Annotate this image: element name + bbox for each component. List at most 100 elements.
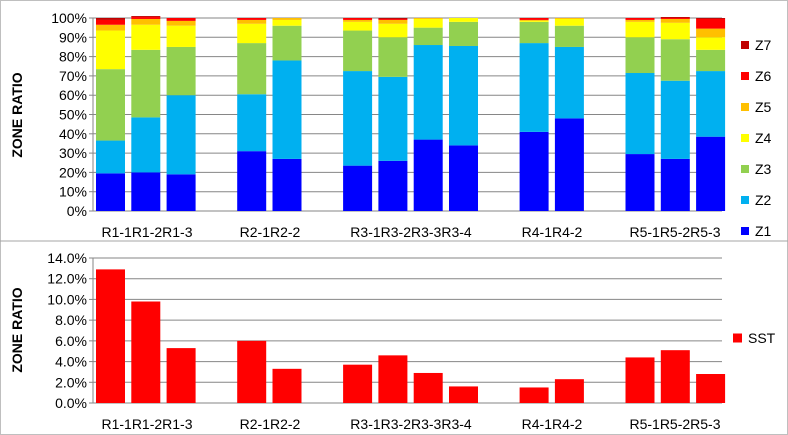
legend-label-z6: Z6: [755, 68, 772, 84]
bar-z4-r3-1: [343, 21, 373, 31]
y-tick-label: 4.0%: [55, 354, 87, 370]
y-tick-label: 90%: [59, 29, 87, 45]
bar-z1-r1-1: [96, 173, 125, 211]
bar-z3-r3-4: [449, 21, 478, 46]
bar-z3-r5-3: [696, 49, 726, 72]
bar-z5-r3-3: [413, 18, 443, 19]
y-tick-label: 40%: [59, 126, 87, 142]
bar-z5-r2-1: [237, 19, 267, 24]
x-category-label: R4-1R4-2: [522, 416, 583, 432]
bar-z6-r1-1: [96, 19, 125, 25]
bar-z6-r2-1: [237, 18, 267, 20]
legend-label-z3: Z3: [755, 161, 772, 177]
bar-z2-r5-2: [660, 80, 690, 159]
bar-z1-r3-2: [378, 160, 408, 211]
legend-swatch-z7: [741, 41, 749, 49]
bar-z4-r4-2: [554, 18, 584, 26]
bar-z1-r3-1: [343, 165, 373, 211]
bar-z5-r4-1: [519, 19, 549, 21]
bar-z6-r1-3: [166, 18, 196, 21]
y-tick-label: 6.0%: [55, 333, 87, 349]
bar-z4-r2-1: [237, 23, 267, 44]
bar-z3-r3-3: [413, 27, 443, 46]
legend-label-z2: Z2: [755, 192, 772, 208]
bar-z4-r5-3: [696, 37, 726, 50]
y-tick-label: 80%: [59, 49, 87, 65]
bar-z5-r5-2: [660, 18, 690, 23]
x-category-label: R5-1R5-2R5-3: [629, 224, 720, 240]
bar-z5-r3-1: [343, 19, 373, 22]
bar-z6-r3-1: [343, 18, 373, 20]
legend-swatch-z2: [741, 196, 749, 204]
legend-swatch-sst: [733, 333, 742, 343]
bar-z2-r4-1: [519, 43, 549, 132]
bar-z4-r3-4: [449, 18, 478, 22]
bar-z2-r2-1: [237, 94, 267, 152]
y-axis-title: ZONE RATIO: [9, 287, 25, 372]
legend-label-sst: SST: [748, 330, 776, 346]
bar-z4-r5-2: [660, 22, 690, 40]
bar-z2-r5-1: [625, 73, 655, 155]
bar-z6-r5-2: [660, 18, 690, 19]
y-tick-label: 60%: [59, 87, 87, 103]
bar-sst-r4-2: [554, 379, 584, 403]
bar-z3-r1-3: [166, 46, 196, 96]
bar-z2-r2-2: [272, 60, 302, 159]
bar-z6-r1-2: [131, 17, 161, 19]
legend-label-z4: Z4: [755, 130, 772, 146]
bar-z1-r4-1: [519, 131, 549, 211]
y-tick-label: 2.0%: [55, 374, 87, 390]
bar-sst-r1-3: [166, 348, 196, 403]
bar-sst-r3-4: [449, 386, 478, 403]
bar-z4-r4-1: [519, 20, 549, 22]
bar-z2-r3-3: [413, 45, 443, 140]
bar-sst-r3-3: [413, 372, 443, 403]
bar-sst-r4-1: [519, 387, 549, 403]
legend-label-z1: Z1: [755, 223, 772, 239]
x-category-label: R1-1R1-2R1-3: [101, 416, 192, 432]
sst-zone-chart: 0.0% 2.0% 4.0% 6.0% 8.0% 10.0% 12.0% 14.0% R1-1R…: [9, 250, 776, 432]
bar-z1-r4-2: [554, 118, 584, 211]
bar-z4-r1-3: [166, 25, 196, 47]
legend-swatch-z3: [741, 165, 749, 173]
bar-z4-r1-1: [96, 30, 125, 70]
bar-z3-r2-2: [272, 25, 302, 61]
bar-z6-r5-1: [625, 18, 655, 20]
y-axis-title: ZONE RATIO: [9, 72, 25, 157]
bar-z3-r5-1: [625, 37, 655, 74]
bar-z3-r5-2: [660, 39, 690, 81]
x-category-label: R3-1R3-2R3-3R3-4: [350, 224, 472, 240]
legend-label-z5: Z5: [755, 99, 772, 115]
bar-z3-r4-2: [554, 25, 584, 47]
bar-z1-r5-2: [660, 158, 690, 211]
bar-z6-r4-1: [519, 18, 549, 20]
bar-z2-r1-3: [166, 95, 196, 175]
bar-sst-r2-2: [272, 368, 302, 403]
x-category-label: R5-1R5-2R5-3: [629, 416, 720, 432]
bar-z1-r3-3: [413, 139, 443, 211]
bar-z3-r3-1: [343, 30, 373, 72]
bar-z7-r1-1: [96, 18, 125, 20]
bar-z1-r3-4: [449, 145, 478, 211]
bar-z2-r5-3: [696, 71, 726, 137]
bar-z2-r4-2: [554, 46, 584, 119]
bar-z2-r1-2: [131, 117, 161, 173]
bar-z1-r2-1: [237, 151, 267, 211]
stacked-zone-chart: 0% 10% 20% 30% 40% 50% 60% 70% 80% 90% 100% R1-1R1-…: [9, 10, 772, 240]
bar-z5-r5-3: [696, 28, 726, 38]
bar-z2-r3-4: [449, 45, 478, 146]
y-tick-label: 0%: [67, 203, 87, 219]
x-category-label: R2-1R2-2: [240, 224, 301, 240]
bar-z3-r4-1: [519, 21, 549, 44]
bar-z4-r1-2: [131, 24, 161, 50]
y-tick-label: 0.0%: [55, 395, 87, 411]
bar-sst-r5-2: [660, 350, 690, 403]
bar-z5-r5-1: [625, 19, 655, 22]
bar-z2-r1-1: [96, 140, 125, 174]
y-tick-label: 100%: [51, 10, 87, 26]
y-tick-label: 10%: [59, 184, 87, 200]
bar-sst-r5-1: [625, 357, 655, 403]
bar-z4-r5-1: [625, 21, 655, 38]
bar-z1-r1-2: [131, 172, 161, 211]
